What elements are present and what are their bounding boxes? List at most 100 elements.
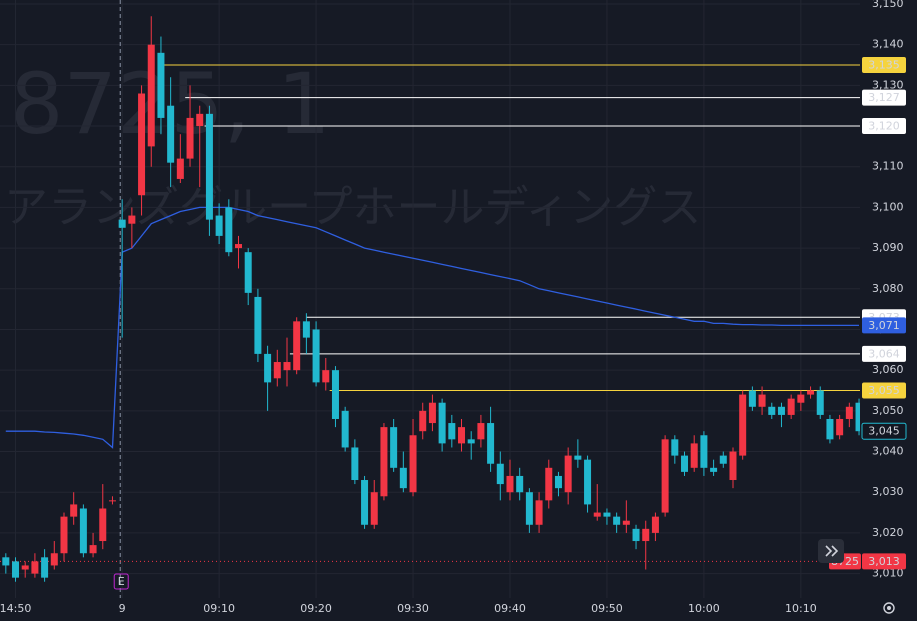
ma-price-box xyxy=(862,317,906,334)
x-tick-label: 10:10 xyxy=(785,602,817,615)
candle-body xyxy=(31,561,39,574)
candle-body xyxy=(128,215,136,224)
candle-body xyxy=(254,296,262,354)
candle-body xyxy=(312,329,320,383)
level-price-label: 3,055 xyxy=(868,384,900,397)
y-tick-label: 3,140 xyxy=(872,38,904,51)
level-price-box xyxy=(862,57,906,74)
candle-body xyxy=(729,451,737,481)
candle-body xyxy=(496,463,504,485)
last-price-box xyxy=(861,422,907,440)
candle-body xyxy=(196,113,204,127)
candle-body xyxy=(758,394,766,407)
candle-body xyxy=(244,252,252,293)
y-tick-label: 3,150 xyxy=(872,0,904,10)
ma-price-label: 3,071 xyxy=(868,319,900,332)
candle-body xyxy=(322,370,330,383)
candle-body xyxy=(525,492,533,525)
candle-body xyxy=(642,528,650,542)
candle-body xyxy=(487,423,495,464)
x-tick-label: 9 xyxy=(119,602,126,615)
candle-body xyxy=(603,512,611,517)
level-price-box xyxy=(862,382,906,399)
candle-body xyxy=(399,467,407,489)
candle-body xyxy=(118,219,126,228)
candle-body xyxy=(855,402,860,432)
level-price-label: 3,064 xyxy=(868,347,900,360)
candle-body xyxy=(302,321,310,338)
candle-body xyxy=(651,516,659,533)
candle-body xyxy=(89,545,97,554)
candle-body xyxy=(99,508,107,542)
candle-body xyxy=(816,390,824,415)
y-tick-label: 3,020 xyxy=(872,526,904,539)
candle-body xyxy=(787,398,795,415)
x-tick-label: 09:50 xyxy=(591,602,623,615)
candle-body xyxy=(167,105,175,163)
candle-body xyxy=(661,439,669,513)
settings-icon[interactable] xyxy=(883,602,895,614)
candle-body xyxy=(225,207,233,253)
candle-body xyxy=(176,158,184,179)
level-price-label: 3,127 xyxy=(868,91,900,104)
candle-body xyxy=(21,565,29,570)
candle-body xyxy=(836,418,844,436)
candle-body xyxy=(157,52,165,118)
candle-body xyxy=(584,459,592,505)
candle-body xyxy=(700,435,708,468)
y-tick-label: 3,110 xyxy=(872,160,904,173)
x-tick-label: 09:20 xyxy=(300,602,332,615)
moving-average-line xyxy=(5,206,859,449)
x-tick-label: 09:40 xyxy=(494,602,526,615)
level-price-label: 3,120 xyxy=(868,120,900,133)
candle-body xyxy=(215,215,223,236)
candle-body xyxy=(138,93,146,196)
candle-body xyxy=(458,427,466,444)
plot-area xyxy=(0,0,860,598)
candle-body xyxy=(79,508,87,554)
candle-body xyxy=(710,467,718,472)
candle-body xyxy=(361,480,369,525)
level-price-box xyxy=(862,89,906,106)
candle-body xyxy=(331,370,339,419)
marker-price-box xyxy=(862,553,906,570)
candle-body xyxy=(70,504,78,517)
candle-body xyxy=(370,492,378,525)
candle-body xyxy=(283,362,291,371)
level-price-box xyxy=(862,345,906,362)
candle-body xyxy=(845,406,853,419)
candle-body xyxy=(690,443,698,468)
candle-body xyxy=(506,475,514,493)
candle-body xyxy=(477,423,485,440)
y-tick-label: 3,090 xyxy=(872,241,904,254)
candle-body xyxy=(622,520,630,525)
y-tick-label: 3,050 xyxy=(872,404,904,417)
candle-body xyxy=(186,117,194,159)
candle-body xyxy=(797,394,805,403)
candle-body xyxy=(574,455,582,460)
candle-body xyxy=(380,427,388,497)
y-tick-label: 3,130 xyxy=(872,78,904,91)
candle-body xyxy=(438,402,446,444)
level-price-label: 3,135 xyxy=(868,59,900,72)
x-tick-label: 09:10 xyxy=(203,602,235,615)
candle-body xyxy=(535,500,543,525)
candle-body xyxy=(341,410,349,448)
candle-body xyxy=(564,455,572,493)
candle-body xyxy=(235,244,243,249)
candle-body xyxy=(748,390,756,407)
event-badge: E xyxy=(118,575,125,588)
x-tick-label: 14:50 xyxy=(0,602,31,615)
candle-body xyxy=(768,406,776,415)
scroll-button[interactable] xyxy=(818,539,844,563)
candle-body xyxy=(205,113,213,220)
event-badge-box xyxy=(113,573,129,590)
marker-price-label: 3,013 xyxy=(868,555,900,568)
candle-body xyxy=(739,394,747,456)
candle-body xyxy=(545,467,553,501)
candle-body xyxy=(108,500,116,502)
y-tick-label: 3,030 xyxy=(872,485,904,498)
y-tick-label: 3,060 xyxy=(872,363,904,376)
candle-body xyxy=(467,439,475,444)
candle-body xyxy=(681,455,689,472)
